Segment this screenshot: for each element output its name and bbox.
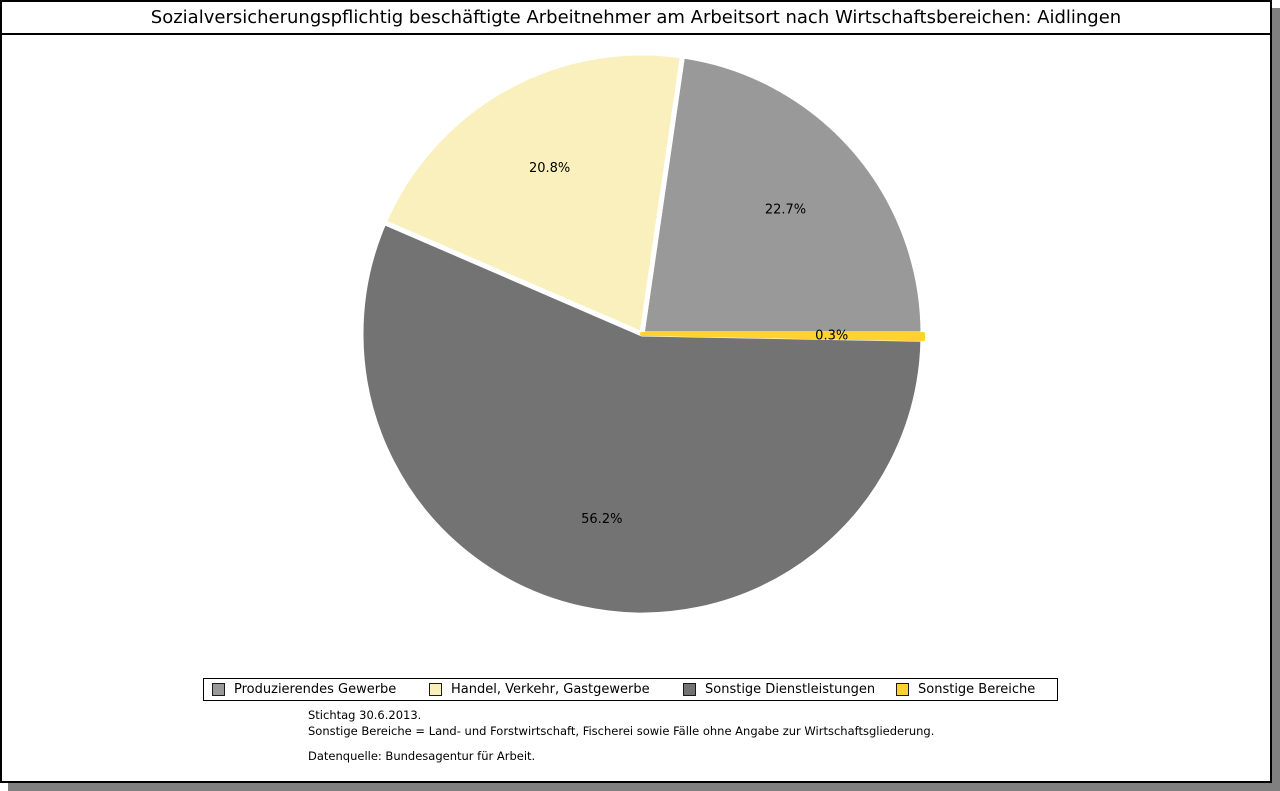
page-title: Sozialversicherungspflichtig beschäftigt… [150,7,1122,28]
footnote-stichtag: Stichtag 30.6.2013. [308,708,422,722]
pie-slice-value-label: 22.7% [765,202,806,217]
pie-slice-sonstige-dienstleistungen [358,219,926,618]
pie-slice-handel-verkehr-gastgewerbe [381,50,685,337]
legend-item-2: Handel, Verkehr, Gastgewerbe [429,679,650,700]
legend-swatch-icon [429,683,442,696]
pie-chart: 22.7% 20.8% 56.2% 0.3% [2,35,1270,643]
title-bar: Sozialversicherungspflichtig beschäftigt… [2,2,1270,35]
frame-shadow-bottom [8,783,1280,791]
pie-slice-produzierendes-gewerbe [639,53,926,337]
pie-chart-svg: 22.7% 20.8% 56.2% 0.3% [358,50,926,618]
pie-slice-value-label: 0.3% [815,328,848,343]
legend-swatch-icon [896,683,909,696]
legend-item-4: Sonstige Bereiche [896,679,1035,700]
legend-item-3: Sonstige Dienstleistungen [683,679,875,700]
footnote-definition: Sonstige Bereiche = Land- und Forstwirts… [308,723,935,738]
legend-swatch-icon [212,683,225,696]
legend-label: Produzierendes Gewerbe [234,682,397,697]
footnote-source: Datenquelle: Bundesagentur für Arbeit. [308,749,536,763]
frame-shadow-right [1272,8,1280,791]
pie-slice-value-label: 20.8% [529,161,570,176]
pie-slice-value-label: 56.2% [581,512,622,527]
pie-slice-sonstige-bereiche [640,332,925,342]
legend: Produzierendes Gewerbe Handel, Verkehr, G… [203,678,1058,701]
legend-label: Sonstige Dienstleistungen [705,682,876,697]
footnotes: Stichtag 30.6.2013. Sonstige Bereiche = … [308,708,934,765]
legend-label: Sonstige Bereiche [918,682,1036,697]
legend-label: Handel, Verkehr, Gastgewerbe [451,682,650,697]
legend-swatch-icon [683,683,696,696]
legend-item-1: Produzierendes Gewerbe [212,679,396,700]
